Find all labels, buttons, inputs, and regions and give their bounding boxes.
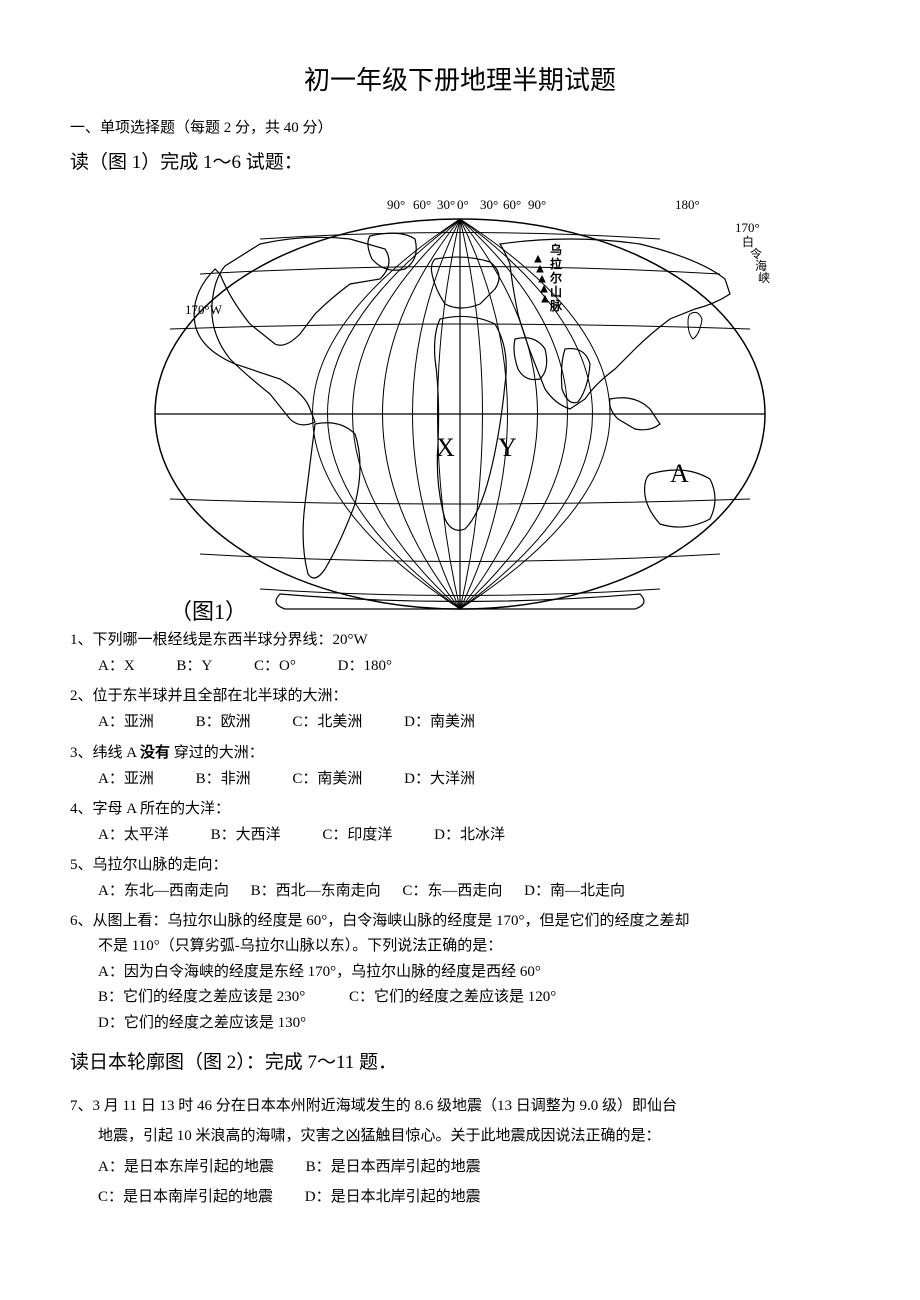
svg-text:60°: 60° — [413, 197, 431, 212]
q4-options: A：太平洋 B：大西洋 C：印度洋 D：北冰洋 — [70, 823, 850, 849]
q5-options: A：东北—西南走向 B：西北—东南走向 C：东—西走向 D：南—北走向 — [70, 879, 850, 905]
q5-opt-b: B：西北—东南走向 — [251, 879, 381, 905]
svg-text:90°: 90° — [528, 197, 546, 212]
page-title: 初一年级下册地理半期试题 — [70, 60, 850, 102]
q4-opt-b: B：大西洋 — [211, 823, 281, 849]
question-1: 1、下列哪一根经线是东西半球分界线：20°W A：X B：Y C：O° D：18… — [70, 628, 850, 680]
label-x: X — [436, 433, 455, 462]
svg-text:脉: 脉 — [549, 298, 563, 313]
label-y: Y — [498, 433, 517, 462]
q7-options: A：是日本东岸引起的地震 B：是日本西岸引起的地震 C：是日本南岸引起的地震 D… — [70, 1152, 850, 1212]
q3-opt-c: C：南美洲 — [292, 767, 362, 793]
q6-line2: 不是 110°（只算劣弧-乌拉尔山脉以东）。下列说法正确的是： — [70, 934, 850, 960]
label-170: 170° — [735, 220, 760, 235]
q5-opt-c: C：东—西走向 — [402, 879, 502, 905]
q7-opt-a: A：是日本东岸引起的地震 — [98, 1152, 274, 1182]
q3-post: 穿过的大洲： — [170, 745, 264, 761]
q5-opt-a: A：东北—西南走向 — [98, 879, 229, 905]
q1-text: 1、下列哪一根经线是东西半球分界线：20°W — [70, 628, 850, 654]
q2-opt-b: B：欧洲 — [196, 710, 251, 736]
question-3: 3、纬线 A 没有 穿过的大洲： A：亚洲 B：非洲 C：南美洲 D：大洋洲 — [70, 740, 850, 793]
q6-opts-bc: B：它们的经度之差应该是 230° C：它们的经度之差应该是 120° — [70, 985, 850, 1011]
q4-text: 4、字母 A 所在的大洋： — [70, 797, 850, 823]
q6-opt-c: C：它们的经度之差应该是 120° — [349, 989, 556, 1005]
q7-opt-c: C：是日本南岸引起的地震 — [98, 1182, 273, 1212]
q3-text: 3、纬线 A 没有 穿过的大洲： — [70, 740, 850, 767]
svg-text:0°: 0° — [457, 197, 469, 212]
svg-text:峡: 峡 — [758, 271, 770, 285]
q7-opt-b: B：是日本西岸引起的地震 — [306, 1152, 481, 1182]
q2-opt-a: A：亚洲 — [98, 710, 154, 736]
q3-opt-d: D：大洋洲 — [404, 767, 475, 793]
q2-opt-c: C：北美洲 — [292, 710, 362, 736]
q4-opt-d: D：北冰洋 — [434, 823, 505, 849]
world-map: 90° 60° 30° 0° 30° 60° 90° 180° 170°W 17… — [70, 184, 850, 624]
q5-text: 5、乌拉尔山脉的走向： — [70, 853, 850, 879]
q4-opt-c: C：印度洋 — [322, 823, 392, 849]
q5-opt-d: D：南—北走向 — [524, 879, 625, 905]
instruction-1: 读（图 1）完成 1～6 试题： — [70, 148, 850, 178]
question-5: 5、乌拉尔山脉的走向： A：东北—西南走向 B：西北—东南走向 C：东—西走向 … — [70, 853, 850, 905]
q4-opt-a: A：太平洋 — [98, 823, 169, 849]
svg-text:山: 山 — [550, 284, 562, 299]
question-7: 7、3 月 11 日 13 时 46 分在日本本州附近海域发生的 8.6 级地震… — [70, 1091, 850, 1212]
label-a: A — [670, 459, 689, 488]
lon-label: 90° — [387, 197, 405, 212]
svg-text:30°: 30° — [437, 197, 455, 212]
q6-opt-a: A：因为白令海峡的经度是东经 170°，乌拉尔山脉的经度是西经 60° — [70, 960, 850, 986]
q3-opt-a: A：亚洲 — [98, 767, 154, 793]
q6-line1: 6、从图上看：乌拉尔山脉的经度是 60°，白令海峡山脉的经度是 170°，但是它… — [70, 909, 850, 935]
q1-opt-a: A：X — [98, 654, 135, 680]
label-170w: 170°W — [185, 302, 223, 317]
svg-text:拉: 拉 — [550, 256, 562, 271]
q6-opt-b: B：它们的经度之差应该是 230° — [98, 985, 305, 1011]
q3-opt-b: B：非洲 — [196, 767, 251, 793]
question-4: 4、字母 A 所在的大洋： A：太平洋 B：大西洋 C：印度洋 D：北冰洋 — [70, 797, 850, 849]
q1-opt-d: D：180° — [338, 654, 392, 680]
ural-label: 乌 — [550, 242, 562, 257]
svg-text:30°: 30° — [480, 197, 498, 212]
q7-line1: 7、3 月 11 日 13 时 46 分在日本本州附近海域发生的 8.6 级地震… — [70, 1091, 850, 1121]
q2-opt-d: D：南美洲 — [404, 710, 475, 736]
map-caption: （图1） — [170, 599, 247, 624]
q1-opt-b: B：Y — [176, 654, 212, 680]
section-header: 一、单项选择题（每题 2 分，共 40 分） — [70, 116, 850, 140]
instruction-2: 读日本轮廓图（图 2）：完成 7～11 题． — [70, 1048, 850, 1078]
q3-bold: 没有 — [140, 744, 170, 761]
q6-opt-d: D：它们的经度之差应该是 130° — [70, 1011, 850, 1037]
svg-text:180°: 180° — [675, 197, 700, 212]
q2-text: 2、位于东半球并且全部在北半球的大洲： — [70, 684, 850, 710]
q3-pre: 3、纬线 A — [70, 745, 140, 761]
q7-line2: 地震，引起 10 米浪高的海啸，灾害之凶猛触目惊心。关于此地震成因说法正确的是： — [70, 1121, 850, 1151]
q7-opt-d: D：是日本北岸引起的地震 — [305, 1182, 481, 1212]
q1-options: A：X B：Y C：O° D：180° — [70, 654, 850, 680]
q3-options: A：亚洲 B：非洲 C：南美洲 D：大洋洲 — [70, 767, 850, 793]
question-2: 2、位于东半球并且全部在北半球的大洲： A：亚洲 B：欧洲 C：北美洲 D：南美… — [70, 684, 850, 736]
svg-text:60°: 60° — [503, 197, 521, 212]
q1-opt-c: C：O° — [254, 654, 296, 680]
q2-options: A：亚洲 B：欧洲 C：北美洲 D：南美洲 — [70, 710, 850, 736]
svg-text:尔: 尔 — [550, 270, 562, 285]
question-6: 6、从图上看：乌拉尔山脉的经度是 60°，白令海峡山脉的经度是 170°，但是它… — [70, 909, 850, 1037]
